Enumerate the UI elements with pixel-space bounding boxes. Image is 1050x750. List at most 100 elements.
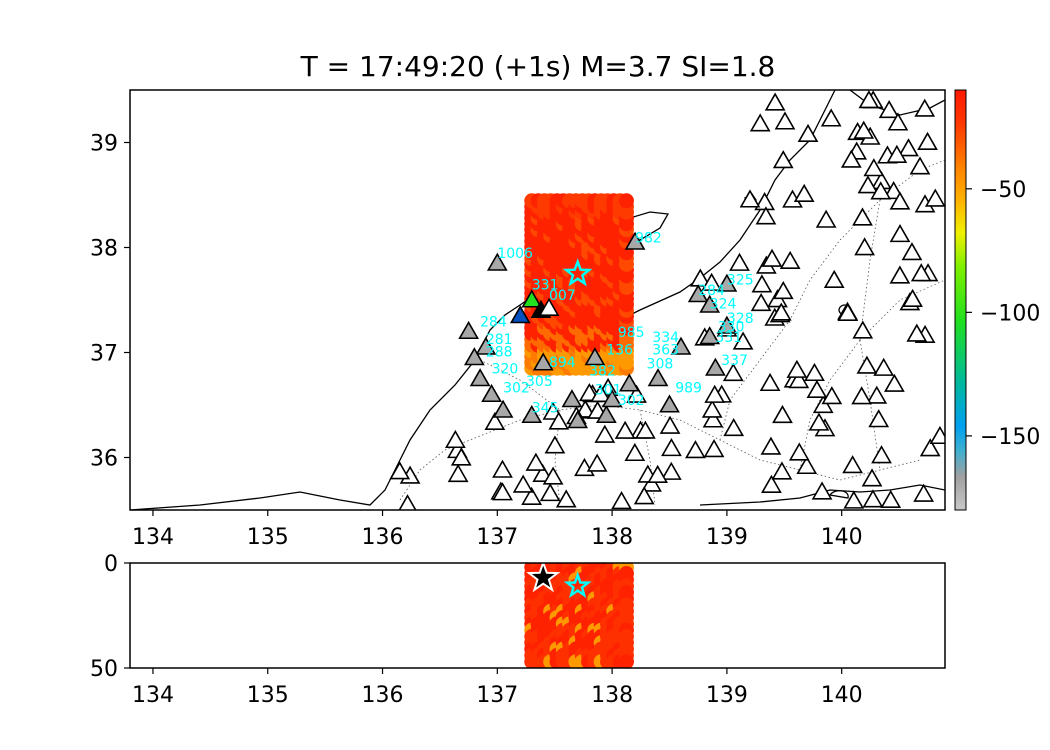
station-triangle-icon — [772, 280, 794, 300]
station-triangle-icon — [811, 481, 833, 500]
station-triangle-icon — [703, 439, 725, 458]
station-triangle-icon — [909, 156, 931, 175]
colorbar-tick-label: −100 — [980, 301, 1040, 326]
station-triangle-icon — [759, 372, 781, 392]
station-triangle-icon — [486, 252, 508, 271]
estimated-epicenter-depth-star-icon — [563, 571, 592, 598]
station-triangle-icon — [840, 149, 862, 168]
station-triangle-icon — [584, 347, 606, 366]
station-triangle-icon — [764, 92, 786, 111]
station-triangle-icon — [739, 189, 761, 208]
station-label: 281 — [486, 332, 513, 348]
station-triangle-icon — [492, 482, 513, 501]
map-xtick-label: 135 — [247, 525, 289, 550]
station-triangle-icon — [873, 357, 895, 376]
depth-xtick-label: 137 — [476, 683, 518, 708]
station-label: 288 — [486, 345, 513, 361]
station-triangle-icon — [469, 368, 491, 387]
station-triangle-icon — [788, 442, 810, 461]
station-triangle-icon — [884, 373, 905, 392]
depth-xtick-label: 134 — [132, 683, 174, 708]
station-triangle-icon — [574, 399, 596, 418]
station-triangle-icon — [647, 368, 669, 387]
station-triangle-icon — [749, 113, 771, 132]
station-triangle-icon — [910, 263, 932, 282]
station-triangle-icon — [614, 420, 636, 439]
depth-grid-point — [618, 654, 634, 668]
station-triangle-icon — [837, 302, 859, 322]
station-triangle-icon — [906, 323, 928, 342]
station-triangle-icon — [450, 447, 472, 466]
station-triangle-icon — [853, 120, 875, 139]
station-label: 324 — [710, 296, 737, 312]
station-triangle-icon — [492, 459, 513, 478]
station-triangle-icon — [788, 370, 810, 389]
station-triangle-icon — [475, 336, 497, 355]
station-triangle-icon — [525, 452, 547, 471]
map-frame — [129, 89, 946, 511]
station-label: 302 — [503, 380, 530, 396]
station-triangle-icon — [820, 108, 842, 127]
station-label: 302 — [618, 393, 645, 409]
colorbar-gradient — [954, 89, 967, 511]
station-triangle-icon — [786, 359, 808, 378]
colorbar-ticks: −50 −100 −150 — [966, 178, 1040, 450]
station-triangle-icon — [447, 463, 469, 483]
station-triangle-icon — [624, 442, 646, 462]
station-triangle-icon — [806, 379, 828, 398]
station-triangle-icon — [902, 288, 923, 307]
station-triangle-icon — [445, 429, 466, 449]
station-triangle-icon — [779, 250, 801, 270]
map-x-axis: 134 135 136 137 138 139 140 — [132, 510, 863, 550]
station-triangle-icon — [804, 362, 825, 382]
station-triangle-icon — [866, 385, 888, 404]
station-label: 331 — [715, 330, 742, 346]
station-triangle-icon — [548, 411, 570, 430]
station-triangle-icon — [901, 242, 923, 261]
station-triangle-icon — [521, 486, 543, 505]
station-triangle-icon — [887, 112, 909, 131]
station-triangle-icon — [823, 269, 845, 288]
station-triangle-icon — [647, 464, 669, 483]
station-triangle-icon — [889, 224, 911, 243]
map-ytick-label: 37 — [90, 342, 118, 367]
station-label: 382 — [589, 364, 616, 380]
station-triangle-icon — [512, 474, 534, 493]
station-triangle-icon — [793, 183, 815, 202]
station-label: 894 — [549, 355, 576, 371]
estimated-epicenter-star-icon — [562, 258, 593, 287]
grid-point — [618, 193, 634, 209]
station-triangle-icon — [858, 90, 880, 109]
station-triangle-icon — [760, 436, 782, 455]
station-triangle-icon — [509, 305, 531, 324]
station-triangle-icon — [914, 98, 936, 117]
station-label: 337 — [721, 353, 748, 369]
depth-xtick-label: 135 — [247, 683, 289, 708]
estimated-grid-points — [524, 193, 634, 376]
station-triangle-icon — [685, 440, 706, 459]
station-triangle-icon — [797, 123, 819, 142]
true-epicenter-star-icon — [526, 563, 561, 593]
map-xtick-label: 140 — [821, 525, 863, 550]
station-triangle-icon — [919, 438, 941, 457]
depth-frame — [129, 562, 946, 669]
station-triangle-icon — [594, 424, 616, 443]
station-triangle-icon — [883, 181, 904, 200]
colorbar-tick-label: −150 — [980, 425, 1040, 450]
station-triangle-icon — [924, 188, 945, 207]
station-markers — [389, 90, 945, 510]
station-triangle-icon — [389, 461, 411, 480]
station-triangle-icon — [611, 491, 632, 510]
station-label: 007 — [549, 288, 576, 304]
station-label: 284 — [480, 314, 507, 330]
station-triangle-icon — [852, 207, 873, 226]
station-triangle-icon — [761, 474, 782, 493]
station-triangle-icon — [555, 489, 577, 508]
colorbar: −50 −100 −150 — [954, 89, 1040, 511]
station-triangle-icon — [722, 362, 744, 382]
station-triangle-icon — [626, 384, 647, 403]
map-ytick-label: 38 — [90, 237, 118, 262]
station-triangle-icon — [870, 181, 892, 200]
station-triangle-icon — [659, 394, 680, 413]
station-triangle-icon — [723, 417, 745, 437]
